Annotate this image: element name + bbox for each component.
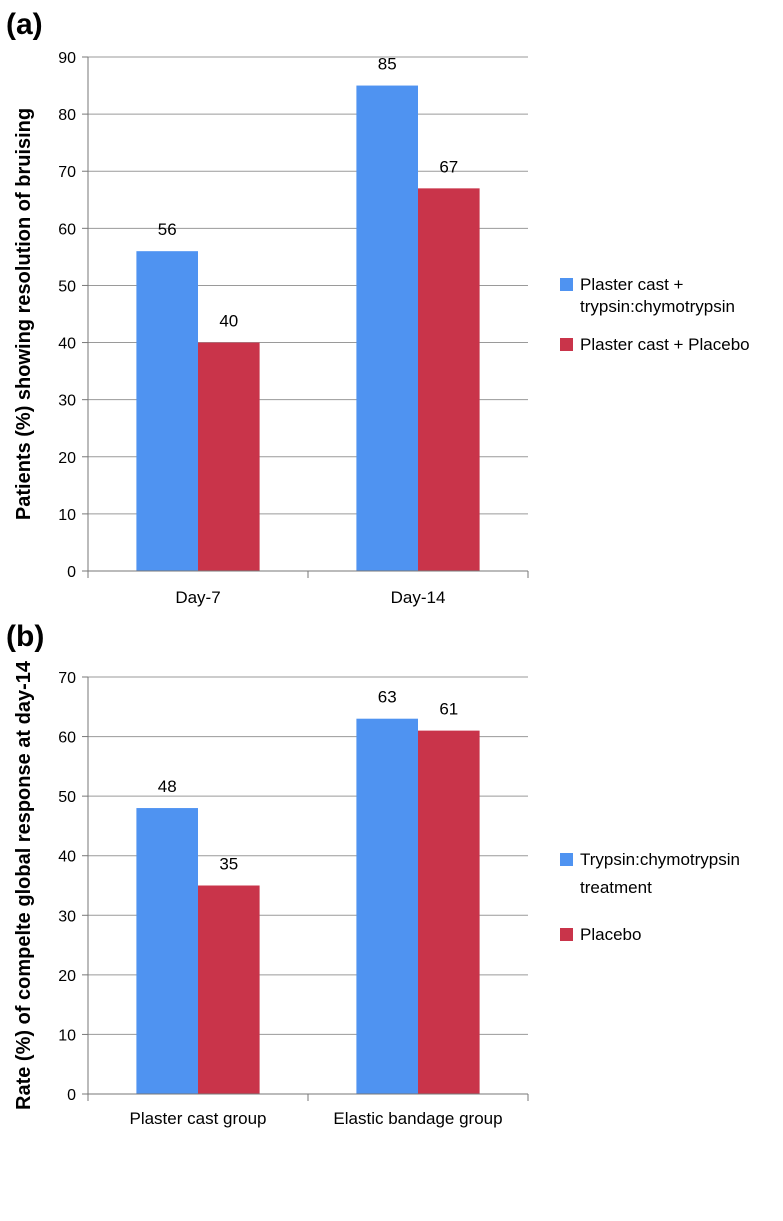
chart-b-legend-swatch	[560, 853, 573, 866]
chart-a-bar	[356, 85, 418, 572]
chart-a-legend-swatch	[560, 338, 573, 351]
chart-b-legend-label: Placebo	[580, 925, 641, 944]
chart-b-bar	[356, 718, 418, 1094]
chart-b-legend-label-line: Placebo	[580, 925, 641, 944]
chart-b-ytick-label: 10	[58, 1027, 76, 1044]
chart-b-ytick-label: 30	[58, 908, 76, 925]
chart-b-data-label: 61	[439, 700, 458, 719]
chart-b-bar	[198, 885, 260, 1094]
chart-a-ytick-label: 40	[58, 336, 76, 353]
chart-a-legend-label: Plaster cast + trypsin:chymotrypsin	[580, 275, 735, 316]
chart-a-legend-label-line: Plaster cast + Placebo	[580, 335, 750, 354]
chart-b-legend-label-line: Trypsin:chymotrypsin	[580, 850, 740, 869]
chart-a-legend-label-line: trypsin:chymotrypsin	[580, 297, 735, 316]
chart-b-ytick-label: 70	[58, 670, 76, 687]
chart-a-data-label: 67	[439, 157, 458, 176]
chart-a-ytick-label: 10	[58, 507, 76, 524]
chart-a-ytick-label: 30	[58, 393, 76, 410]
chart-a-ytick-label: 80	[58, 107, 76, 124]
chart-a-bar	[136, 251, 198, 571]
chart-a-ytick-label: 50	[58, 278, 76, 295]
chart-panel-b: (b) 0 10 20 30 40 50 60 70 48 35 Plaster cast group…	[0, 610, 783, 1221]
chart-b-ytick-label: 20	[58, 968, 76, 985]
chart-a-legend-label: Plaster cast + Placebo	[580, 335, 750, 354]
chart-a-legend-swatch	[560, 278, 573, 291]
chart-b-legend-swatch	[560, 928, 573, 941]
chart-a-bar	[198, 342, 260, 571]
chart-a-bar	[418, 188, 480, 571]
chart-a-category-label: Day-14	[391, 588, 446, 607]
chart-a-legend-label-line: Plaster cast +	[580, 275, 684, 294]
chart-a-svg: (a) 0 10 20 30 40 50 60 70 80 90 56 40 Day-7 85 67 Day-1…	[6, 8, 750, 607]
chart-b-bar	[136, 808, 198, 1094]
chart-a-ytick-label: 60	[58, 221, 76, 238]
chart-b-legend-label: Trypsin:chymotrypsin treatment	[580, 850, 740, 897]
chart-b-ytick-label: 40	[58, 849, 76, 866]
chart-b-bar	[418, 730, 480, 1094]
chart-a-ytick-label: 0	[67, 564, 76, 581]
chart-a-ytick-label: 90	[58, 50, 76, 67]
chart-b-y-axis-label: Rate (%) of compelte global response at …	[13, 660, 35, 1110]
chart-b-panel-label: (b)	[6, 620, 44, 653]
chart-b-ytick-label: 50	[58, 789, 76, 806]
chart-panel-a: (a) 0 10 20 30 40 50 60 70 80 90 56 40 Day-7 85 67 Day-1…	[0, 0, 783, 610]
chart-a-data-label: 85	[378, 55, 397, 74]
chart-a-ytick-label: 70	[58, 164, 76, 181]
chart-a-ytick-label: 20	[58, 450, 76, 467]
chart-a-y-axis-label: Patients (%) showing resolution of bruis…	[13, 108, 35, 520]
chart-b-ytick-label: 0	[67, 1087, 76, 1104]
chart-b-data-label: 63	[378, 688, 397, 707]
chart-a-data-label: 56	[158, 220, 177, 239]
chart-b-ytick-label: 60	[58, 730, 76, 747]
chart-a-category-label: Day-7	[175, 588, 220, 607]
chart-b-svg: (b) 0 10 20 30 40 50 60 70 48 35 Plaster cast group…	[6, 620, 740, 1128]
chart-b-category-label: Elastic bandage group	[333, 1109, 502, 1128]
chart-b-data-label: 35	[219, 855, 238, 874]
chart-b-category-label: Plaster cast group	[129, 1109, 266, 1128]
chart-a-panel-label: (a)	[6, 8, 43, 41]
chart-b-legend-label-line: treatment	[580, 878, 652, 897]
chart-b-data-label: 48	[158, 777, 177, 796]
chart-a-data-label: 40	[219, 312, 238, 331]
